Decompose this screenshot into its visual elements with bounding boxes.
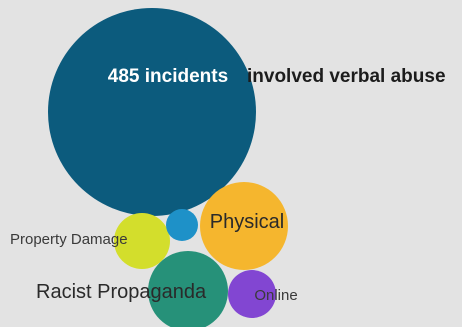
bubble-unlabeled[interactable] — [166, 209, 198, 241]
bubble-property-damage[interactable] — [114, 213, 170, 269]
bubble-physical[interactable] — [200, 182, 288, 270]
bubble-online[interactable] — [228, 270, 276, 318]
bubbles-layer — [48, 8, 288, 327]
labels-layer: 485 incidents involved verbal abuse Phys… — [10, 66, 446, 304]
bubble-label-property-damage: Property Damage — [10, 231, 128, 248]
bubble-label-verbal-text: involved verbal abuse — [247, 66, 446, 87]
bubble-label-verbal-value: 485 incidents — [108, 66, 228, 87]
bubble-label-physical: Physical — [210, 211, 284, 233]
bubble-verbal-abuse[interactable] — [48, 8, 256, 216]
bubble-label-racist-propaganda: Racist Propaganda — [36, 281, 207, 303]
bubble-racist-propaganda[interactable] — [148, 251, 228, 327]
bubble-label-online: Online — [254, 287, 297, 304]
